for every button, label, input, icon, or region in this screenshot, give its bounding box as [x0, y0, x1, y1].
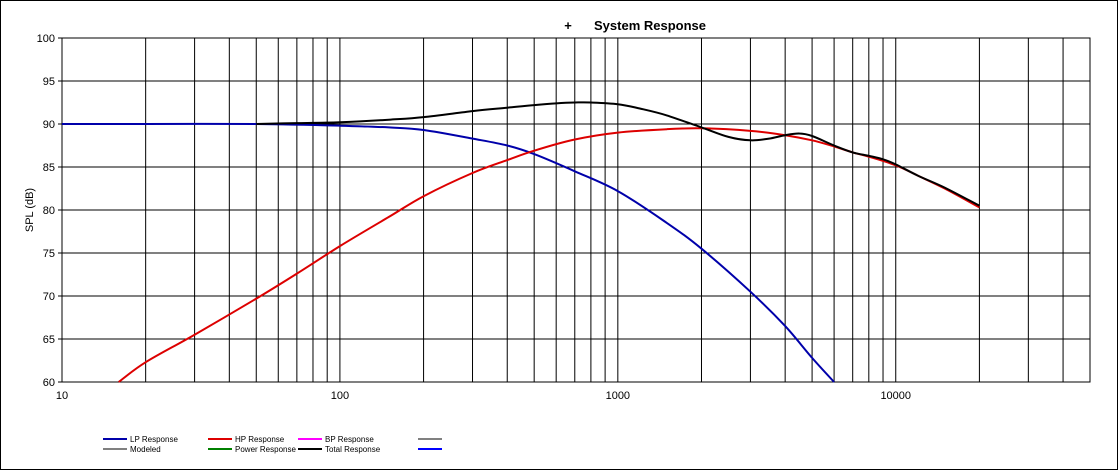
series-total-response	[256, 101, 980, 207]
title-marker: +	[564, 18, 572, 33]
x-tick-label-2: 1000	[606, 390, 630, 402]
y-tick-label-7: 95	[43, 76, 55, 88]
x-tick-labels: 10 100 1000 10000	[56, 390, 911, 402]
legend-label-2: BP Response	[325, 435, 374, 444]
y-tick-label-2: 70	[43, 291, 55, 303]
y-tick-label-8: 100	[37, 33, 55, 45]
legend-label-0: LP Response	[130, 435, 178, 444]
legend-label-4: Modeled	[130, 445, 161, 454]
y-axis-label: SPL (dB)	[24, 188, 36, 232]
y-tick-labels: 60 65 70 75 80 85 90 95 100	[37, 33, 55, 389]
y-tick-label-5: 85	[43, 162, 55, 174]
y-tick-label-4: 80	[43, 205, 55, 217]
plot-area	[58, 37, 1091, 383]
legend-label-5: Power Response	[235, 445, 296, 454]
y-tick-label-1: 65	[43, 334, 55, 346]
x-tick-label-0: 10	[56, 390, 68, 402]
chart-title: System Response	[594, 18, 706, 33]
x-tick-label-1: 100	[331, 390, 349, 402]
legend-label-1: HP Response	[235, 435, 285, 444]
grid	[61, 37, 1091, 383]
y-tick-label-3: 75	[43, 248, 55, 260]
series-lines	[62, 101, 980, 383]
y-tick-label-6: 90	[43, 119, 55, 131]
y-tick-label-0: 60	[43, 377, 55, 389]
series-hp-response	[118, 127, 980, 383]
legend-label-6: Total Response	[325, 445, 381, 454]
x-tick-label-3: 10000	[880, 390, 911, 402]
legend: LP Response HP Response BP Response Modeled…	[103, 435, 442, 454]
